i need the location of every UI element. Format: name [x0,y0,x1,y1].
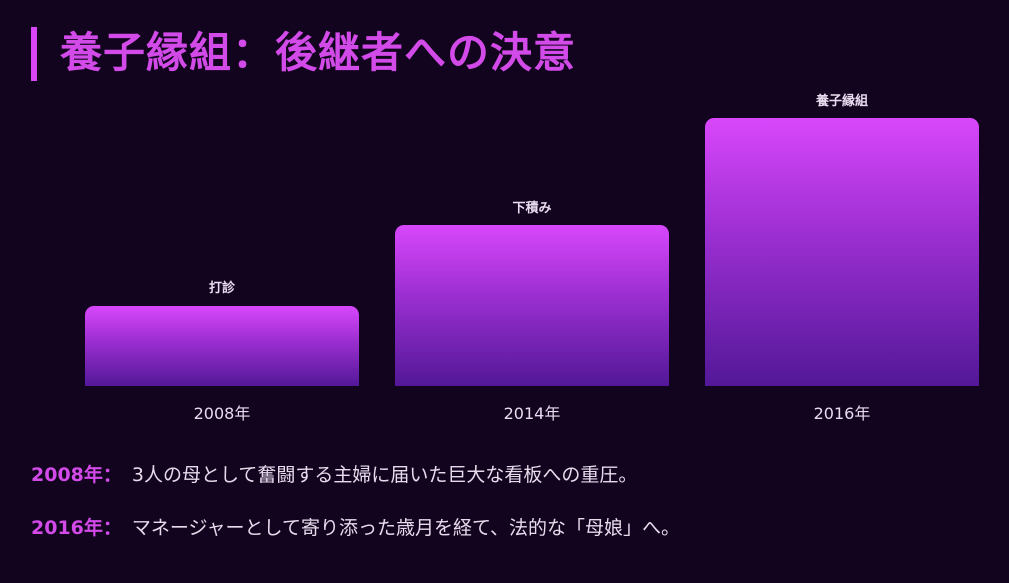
bar-label: 下積み [512,201,552,216]
page-title: 養子縁組：後継者への決意 [60,28,577,77]
x-axis-label: 2008年 [193,404,251,423]
bar-2016 [705,118,979,386]
bar-chart: 打診 2008年 下積み 2014年 養子縁組 2016年 [85,94,979,423]
note-2016: 2016年： マネージャーとして寄り添った歳月を経て、法的な「母娘」へ。 [31,513,680,540]
bar-2014 [395,225,669,386]
bar-label: 打診 [208,281,235,296]
note-year: 2016年： [31,517,122,539]
note-year: 2008年： [31,464,122,486]
title-accent-bar [31,27,37,81]
bar-2008 [85,306,359,386]
bar-label: 養子縁組 [815,94,868,109]
x-axis-label: 2014年 [503,404,561,423]
x-axis-label: 2016年 [813,404,871,423]
note-text: 3人の母として奮闘する主婦に届いた巨大な看板への重圧。 [131,464,638,486]
note-text: マネージャーとして寄り添った歳月を経て、法的な「母娘」へ。 [131,517,681,539]
note-2008: 2008年： 3人の母として奮闘する主婦に届いた巨大な看板への重圧。 [31,460,637,487]
